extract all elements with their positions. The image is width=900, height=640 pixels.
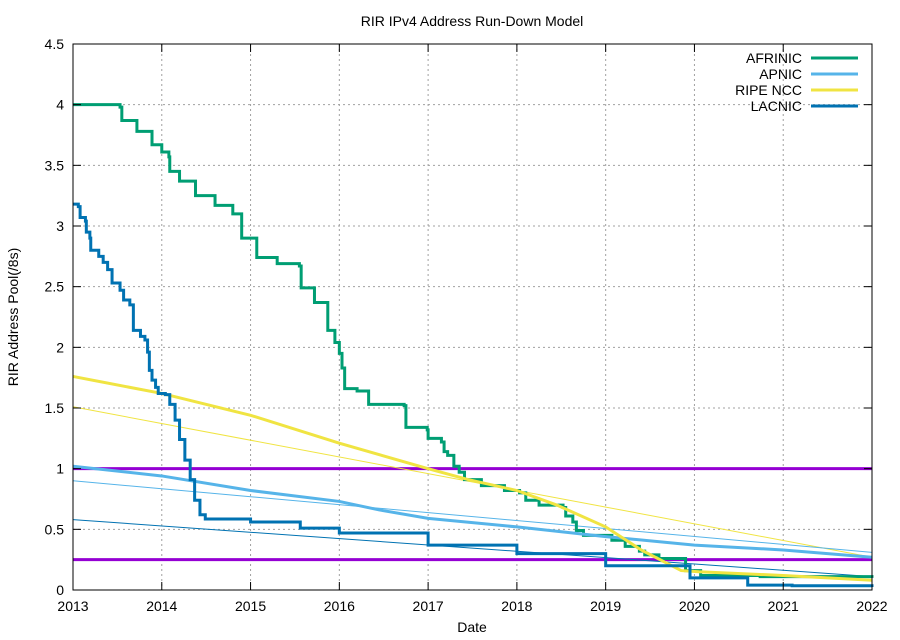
legend-label: APNIC [759,66,802,82]
y-tick-label: 4.5 [45,36,65,52]
x-tick-label: 2020 [679,598,710,614]
x-tick-label: 2017 [413,598,444,614]
y-tick-label: 1.5 [45,400,65,416]
projection-line [72,519,873,578]
y-tick-label: 0 [56,582,64,598]
grid [73,44,872,590]
y-tick-label: 2.5 [45,279,65,295]
y-tick-label: 3.5 [45,157,65,173]
x-tick-label: 2013 [57,598,88,614]
x-tick-label: 2022 [856,598,887,614]
legend-label: RIPE NCC [735,82,802,98]
x-tick-label: 2019 [590,598,621,614]
x-axis-label: Date [457,619,487,635]
legend-label: AFRINIC [746,50,802,66]
plot-border [72,43,873,591]
y-tick-label: 0.5 [45,521,65,537]
plot-area [72,103,874,588]
x-tick-label: 2014 [146,598,177,614]
axes: 2013 2014 2015 2016 2017 2018 2019 2020 2021 2022… [45,36,888,614]
series-line-lacnic [73,202,874,588]
y-tick-label: 1 [56,461,64,477]
series-line-apnic [72,464,873,559]
x-tick-label: 2015 [235,598,266,614]
x-tick-label: 2021 [768,598,799,614]
chart-title: RIR IPv4 Address Run-Down Model [361,13,584,29]
series-line-ripe-ncc [72,374,873,582]
x-tick-label: 2018 [501,598,532,614]
y-tick-label: 2 [56,339,64,355]
series-line-afrinic [73,103,874,579]
legend-label: LACNIC [751,98,802,114]
y-tick-label: 3 [56,218,64,234]
y-tick-label: 4 [56,97,64,113]
projection-line [72,480,873,553]
x-tick-label: 2016 [324,598,355,614]
y-axis-label: RIR Address Pool(/8s) [5,248,21,387]
